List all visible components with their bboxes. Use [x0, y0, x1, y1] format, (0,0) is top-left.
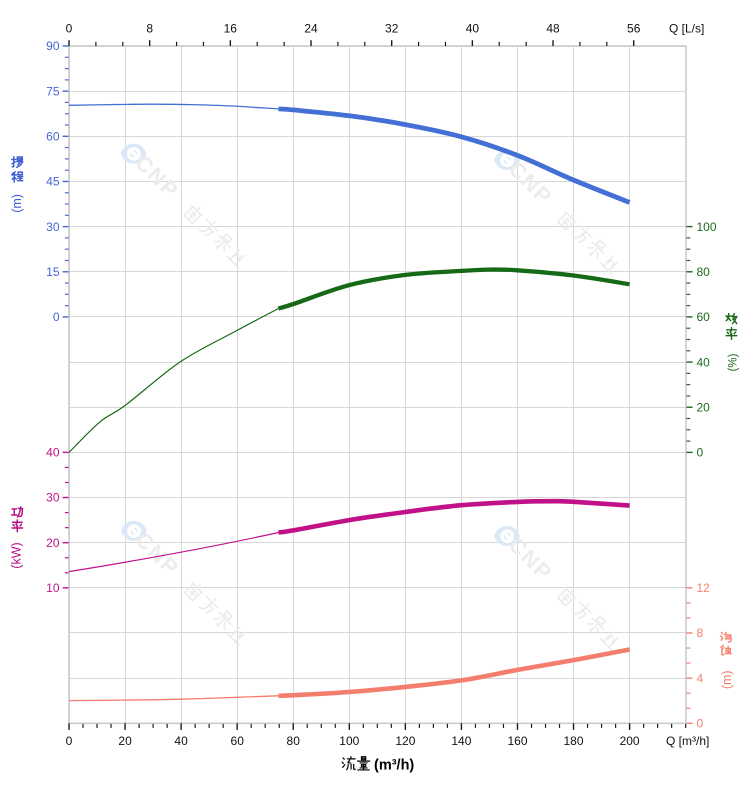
svg-text:0: 0	[697, 717, 704, 731]
svg-text:0: 0	[66, 734, 73, 748]
svg-text:45: 45	[46, 175, 60, 189]
svg-text:(m): (m)	[10, 194, 24, 213]
svg-text:20: 20	[46, 536, 60, 550]
svg-text:0: 0	[66, 22, 73, 36]
svg-text:48: 48	[546, 22, 560, 36]
svg-text:40: 40	[46, 446, 60, 460]
svg-text:40: 40	[174, 734, 188, 748]
svg-text:30: 30	[46, 220, 60, 234]
svg-text:100: 100	[339, 734, 359, 748]
svg-text:30: 30	[46, 491, 60, 505]
svg-text:60: 60	[46, 130, 60, 144]
svg-text:32: 32	[385, 22, 399, 36]
svg-text:40: 40	[466, 22, 480, 36]
svg-text:20: 20	[697, 400, 711, 414]
svg-text:80: 80	[287, 734, 301, 748]
svg-text:75: 75	[46, 84, 60, 98]
svg-text:10: 10	[46, 581, 60, 595]
svg-text:Q [L/s]: Q [L/s]	[669, 22, 704, 36]
svg-text:60: 60	[231, 734, 245, 748]
svg-text:180: 180	[563, 734, 583, 748]
svg-text:8: 8	[697, 626, 704, 640]
svg-text:100: 100	[697, 220, 717, 234]
svg-text:0: 0	[697, 446, 704, 460]
svg-text:90: 90	[46, 39, 60, 53]
svg-text:15: 15	[46, 265, 60, 279]
svg-text:160: 160	[507, 734, 527, 748]
svg-text:140: 140	[451, 734, 471, 748]
svg-text:12: 12	[697, 581, 711, 595]
svg-text:0: 0	[53, 310, 60, 324]
svg-text:60: 60	[697, 310, 711, 324]
svg-text:120: 120	[395, 734, 415, 748]
svg-text:200: 200	[620, 734, 640, 748]
svg-text:(m³/h): (m³/h)	[374, 757, 414, 773]
svg-text:4: 4	[697, 671, 704, 685]
svg-text:80: 80	[697, 265, 711, 279]
svg-text:(kW): (kW)	[10, 542, 24, 568]
svg-text:20: 20	[118, 734, 132, 748]
svg-text:(%): (%)	[727, 353, 739, 371]
svg-text:(m): (m)	[720, 670, 734, 689]
svg-text:40: 40	[697, 355, 711, 369]
svg-text:16: 16	[224, 22, 238, 36]
svg-text:Q [m³/h]: Q [m³/h]	[666, 734, 709, 748]
svg-text:56: 56	[627, 22, 641, 36]
svg-text:8: 8	[146, 22, 153, 36]
svg-text:24: 24	[304, 22, 318, 36]
